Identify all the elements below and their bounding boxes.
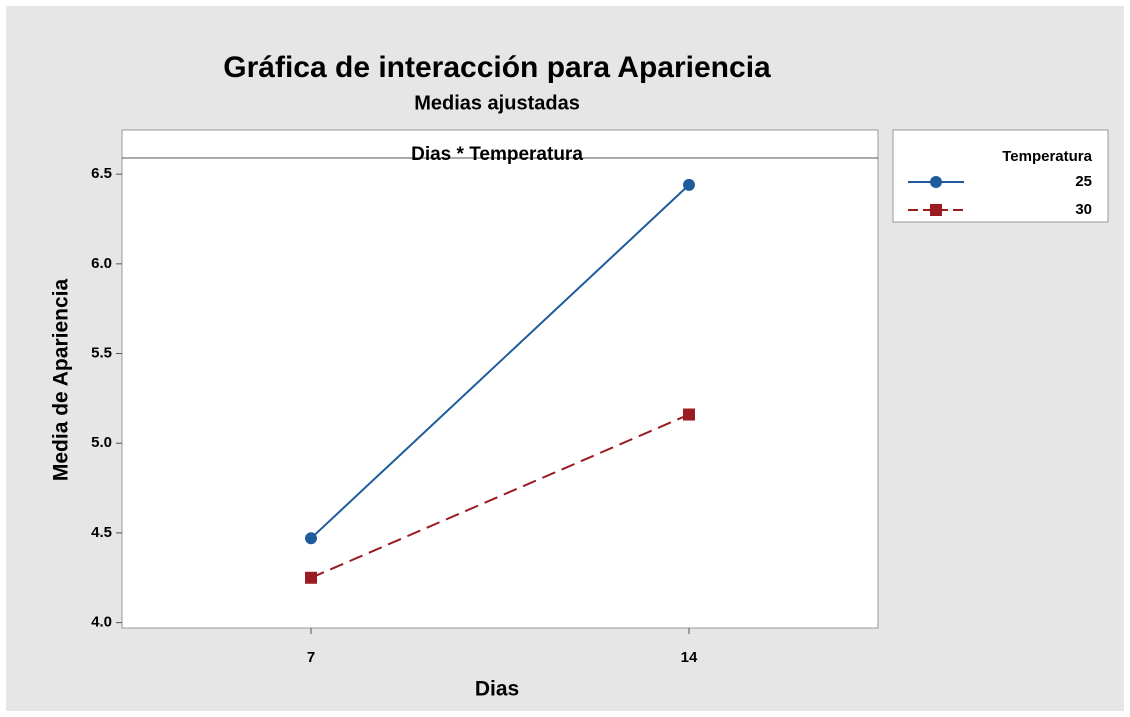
chart-title: Gráfica de interacción para Apariencia xyxy=(223,51,771,84)
y-tick-label: 5.0 xyxy=(91,434,112,451)
legend-label: 30 xyxy=(1075,201,1092,218)
y-tick-label: 4.5 xyxy=(91,524,112,541)
y-tick-label: 4.0 xyxy=(91,614,112,631)
legend-label: 25 xyxy=(1075,173,1092,190)
x-tick-label: 14 xyxy=(681,649,698,666)
x-tick-label: 7 xyxy=(307,649,315,666)
legend-marker xyxy=(930,176,942,188)
plot-area xyxy=(121,129,879,629)
y-tick-label: 5.5 xyxy=(91,345,112,362)
y-axis-label: Media de Apariencia xyxy=(50,279,73,482)
chart-subtitle: Medias ajustadas xyxy=(414,92,580,114)
panel-title: Dias * Temperatura xyxy=(411,144,583,165)
point xyxy=(305,532,317,545)
y-tick-label: 6.5 xyxy=(91,165,112,182)
x-axis-label: Dias xyxy=(475,678,519,701)
y-tick-label: 6.0 xyxy=(91,255,112,272)
point xyxy=(683,178,695,191)
point xyxy=(305,571,317,584)
point xyxy=(683,408,695,421)
series-line xyxy=(310,184,690,540)
legend-title: Temperatura xyxy=(1002,148,1092,165)
series-line xyxy=(310,413,690,579)
legend xyxy=(892,129,1109,223)
legend-marker xyxy=(930,204,942,216)
